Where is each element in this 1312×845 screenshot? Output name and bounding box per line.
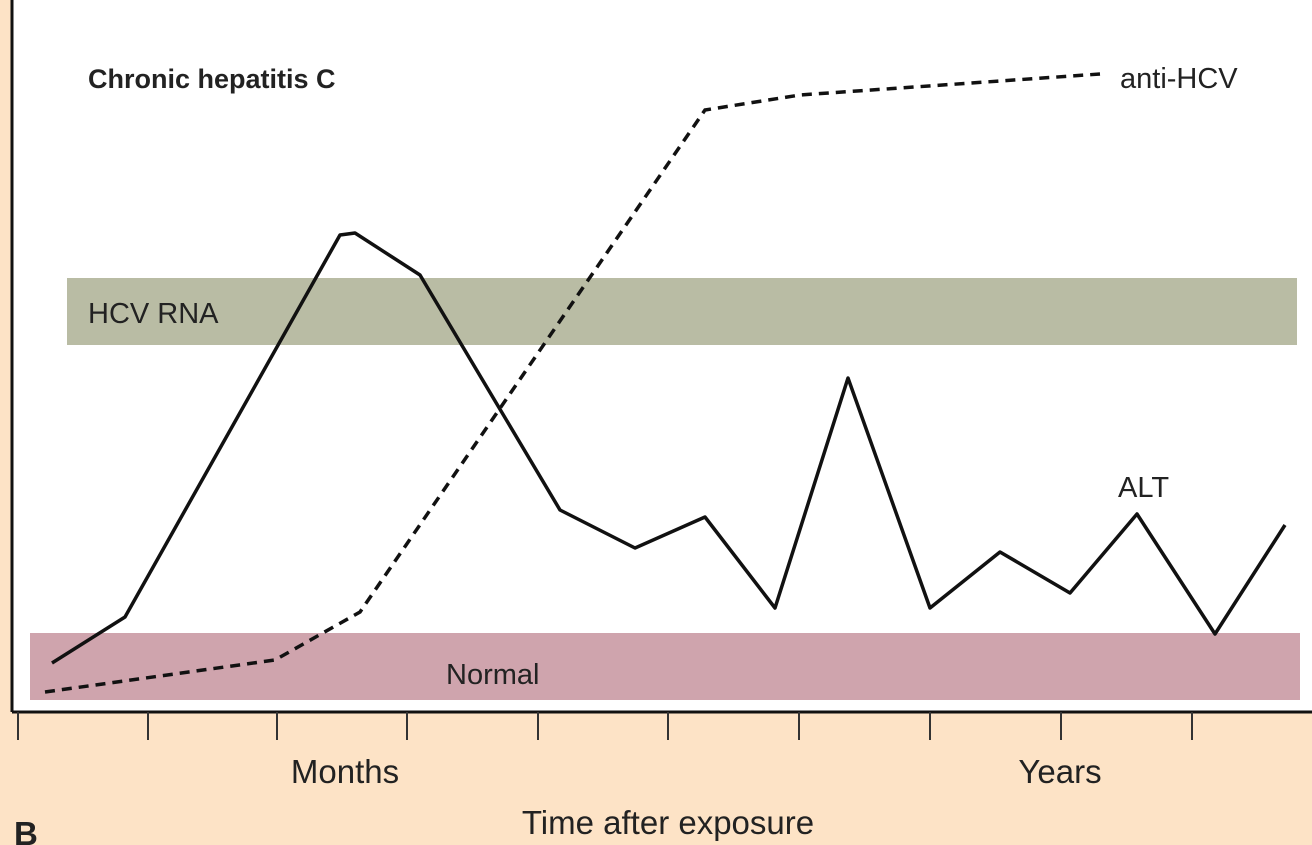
axis-title: Time after exposure [522, 804, 814, 841]
hcv-rna-band [67, 278, 1297, 345]
months-label: Months [291, 753, 399, 790]
plot-area [12, 0, 1312, 712]
panel-label: B [14, 815, 38, 845]
hcv-rna-label: HCV RNA [88, 298, 219, 330]
anti-hcv-curve [44, 72, 1101, 694]
anti-hcv-label: anti-HCV [1120, 63, 1238, 95]
normal-label: Normal [446, 659, 539, 691]
normal-band [30, 633, 1300, 700]
ticks [17, 712, 1193, 740]
alt-label: ALT [1118, 472, 1169, 504]
years-label: Years [1018, 753, 1101, 790]
alt-curve [51, 231, 1287, 665]
title: Chronic hepatitis C [88, 64, 336, 94]
